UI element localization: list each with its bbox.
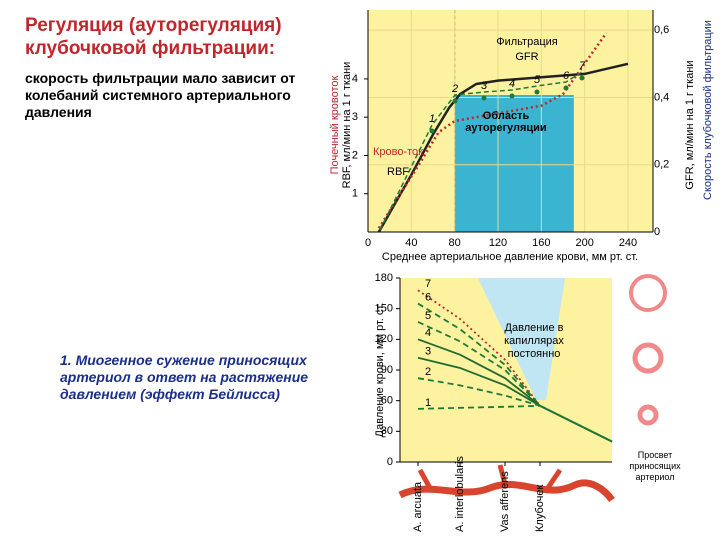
- x-tick-label: 200: [575, 237, 593, 249]
- point: [534, 89, 540, 95]
- y-tick-label: 30: [381, 425, 393, 437]
- lumen-mid: [632, 342, 664, 374]
- series-label: RBF: [387, 166, 409, 178]
- point: [429, 128, 435, 134]
- x-tick-label: 0: [365, 237, 371, 249]
- series-label: 5: [425, 310, 431, 322]
- y-tick-label: 4: [352, 73, 358, 85]
- series-label: 7: [425, 278, 431, 290]
- capillary-label: Давление в капиллярах постоянно: [504, 322, 564, 360]
- y-tick-label: 3: [352, 111, 358, 123]
- series-label: 1: [425, 397, 431, 409]
- series-label: 2: [425, 366, 431, 378]
- series-line: [417, 302, 613, 443]
- slide-text: скорость фильтрации мало зависит от коле…: [25, 70, 296, 120]
- y-tick-label: 2: [352, 149, 358, 161]
- y-tick-label: 90: [381, 364, 393, 376]
- x-tick-label: Vas afferens: [499, 471, 511, 532]
- x-axis-label: Среднее артериальное давление крови, мм …: [382, 251, 638, 263]
- series-line: [417, 377, 613, 443]
- y-tick-label: 1: [352, 188, 358, 200]
- series-label: 3: [425, 346, 431, 358]
- y-tick-label: 60: [381, 395, 393, 407]
- x-tick-label: 240: [619, 237, 637, 249]
- y2-tick-label: 0,2: [654, 159, 669, 171]
- lumen-narrow: [637, 404, 659, 426]
- point: [452, 98, 458, 104]
- resistance-curve: [379, 71, 583, 231]
- series-label: 6: [425, 291, 431, 303]
- lumen-caption: Просвет приносящих артериол: [629, 450, 681, 482]
- point: [579, 75, 585, 81]
- y-axis-label: RBF, мл/мин на 1 г ткани: [341, 62, 353, 189]
- y2-tick-label: 0: [654, 226, 660, 238]
- series-line: [417, 321, 613, 443]
- y-tick-label: 150: [375, 303, 393, 315]
- series-label: 4: [425, 327, 431, 339]
- point-label: 1: [429, 113, 435, 125]
- annotation: Крово-ток: [373, 146, 423, 158]
- point-label: 2: [451, 83, 458, 95]
- y-tick-label: 0: [387, 456, 393, 468]
- y2-axis-title: Скорость клубочковой фильтрации: [702, 20, 714, 200]
- x-tick-label: A. interlobularis: [454, 456, 466, 532]
- y-axis-title: Почечный кровоток: [329, 75, 341, 174]
- y-tick-label: 180: [375, 272, 393, 284]
- autoregulation-region: [454, 95, 574, 232]
- point: [481, 95, 487, 101]
- x-tick-label: Клубочек: [534, 485, 546, 532]
- x-tick-label: 40: [405, 237, 417, 249]
- point-label: 3: [481, 80, 488, 92]
- annotation: Фильтрация: [496, 36, 558, 48]
- point-label: 5: [534, 74, 541, 86]
- x-tick-label: 80: [449, 237, 461, 249]
- point-label: 4: [509, 78, 515, 90]
- lumen-wide: [629, 274, 667, 312]
- point: [563, 85, 569, 91]
- point-label: 6: [563, 70, 570, 82]
- vessel: [398, 479, 615, 503]
- y2-tick-label: 0,4: [654, 91, 669, 103]
- y-axis-label: Давление крови, мм рт. ст.: [374, 303, 386, 438]
- slide-note: 1. Миогенное сужение приносящих артериол…: [60, 352, 309, 402]
- y2-tick-label: 0,6: [654, 24, 669, 36]
- capillary-zone: [478, 278, 565, 400]
- series-line: [377, 62, 629, 233]
- point: [509, 93, 515, 99]
- region-label: Область ауторегуляции: [465, 110, 547, 134]
- y2-axis-label: GFR, мл/мин на 1 г ткани: [684, 60, 696, 189]
- slide-title: Регуляция (ауторегуляция) клубочковой фи…: [25, 15, 282, 59]
- x-tick-label: 160: [532, 237, 550, 249]
- x-tick-label: 120: [489, 237, 507, 249]
- point-label: 7: [579, 60, 586, 72]
- vessel-branch: [417, 464, 563, 494]
- x-tick-label: A. arcuata: [412, 481, 424, 532]
- y-tick-label: 120: [375, 333, 393, 345]
- series-label: GFR: [515, 51, 538, 63]
